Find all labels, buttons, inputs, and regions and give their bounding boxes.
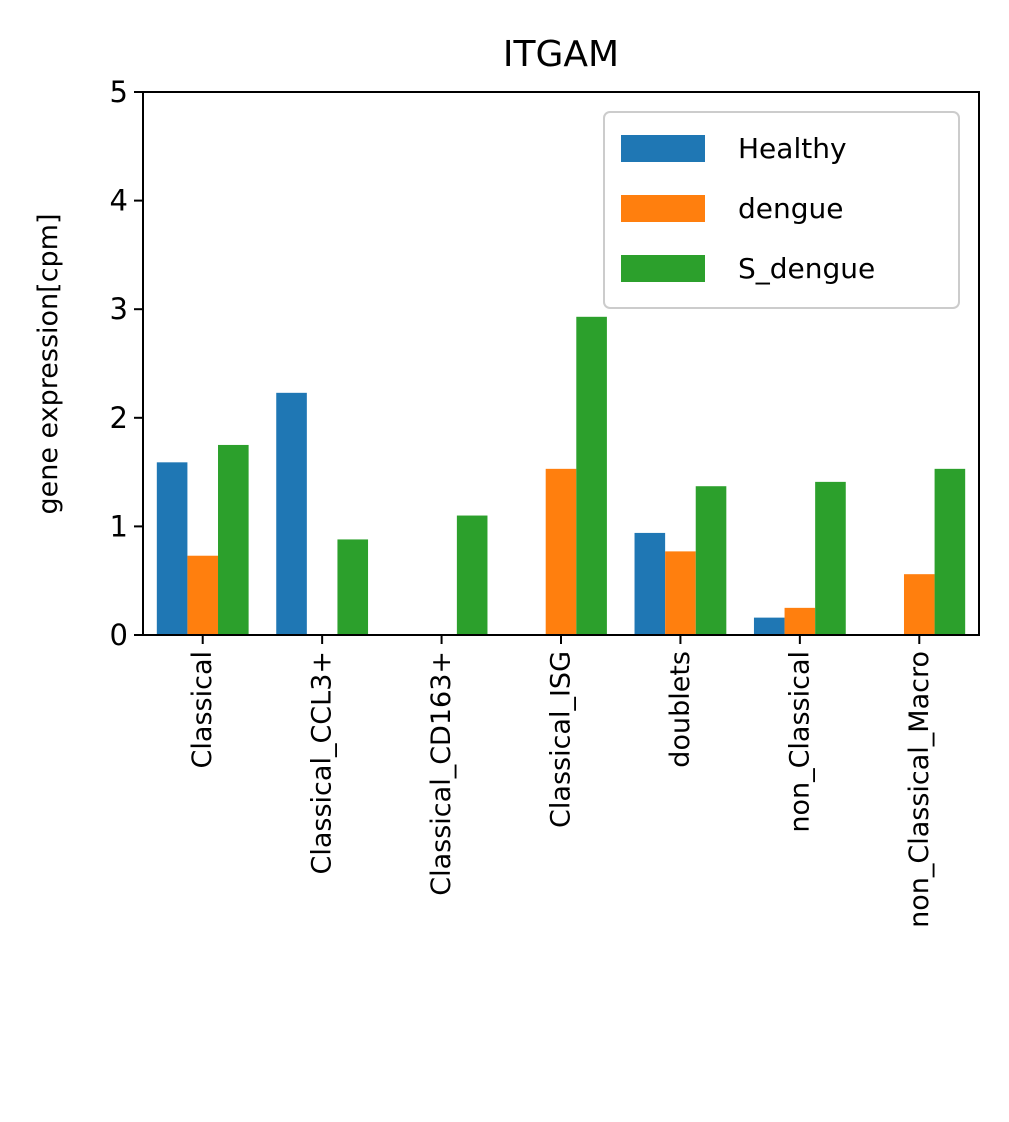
y-tick-label: 3 <box>110 292 128 326</box>
y-axis-label: gene expression[cpm] <box>33 213 64 514</box>
plot-frame <box>142 91 980 636</box>
x-tick-label: Classical_ISG <box>546 651 577 828</box>
bar-S_dengue-non_Classical_Macro <box>934 468 966 635</box>
bar-Healthy-non_Classical <box>753 617 785 635</box>
y-tick-label: 5 <box>110 75 128 109</box>
legend-swatch-dengue <box>621 195 705 222</box>
bar-Healthy-Classical_CCL3+ <box>276 392 307 635</box>
bar-dengue-Classical_ISG <box>545 468 577 635</box>
bar-S_dengue-Classical_CD163+ <box>456 515 488 635</box>
legend-label-Healthy: Healthy <box>738 132 847 165</box>
bar-S_dengue-Classical_CCL3+ <box>337 539 369 635</box>
bar-S_dengue-doublets <box>695 486 727 635</box>
y-tick-label: 2 <box>110 401 128 435</box>
legend: Healthy dengue S_dengue <box>603 111 960 309</box>
legend-swatch-S_dengue <box>621 255 705 282</box>
bar-S_dengue-non_Classical <box>815 481 846 635</box>
x-tick-label: non_Classical_Macro <box>904 651 935 928</box>
legend-swatch-Healthy <box>621 135 705 162</box>
bar-dengue-non_Classical_Macro <box>903 574 935 635</box>
x-tick-label: Classical_CD163+ <box>426 651 457 896</box>
bars-group <box>156 316 966 635</box>
bar-S_dengue-Classical <box>218 444 249 635</box>
bar-Healthy-Classical <box>156 462 188 635</box>
x-tick-label: Classical_CCL3+ <box>307 651 338 874</box>
y-tick-label: 1 <box>110 509 128 543</box>
y-axis: 0 1 2 3 4 5 <box>110 75 143 652</box>
legend-label-dengue: dengue <box>738 192 844 225</box>
x-axis: Classical Classical_CCL3+ Classical_CD163+… <box>187 635 935 928</box>
bar-S_dengue-Classical_ISG <box>576 316 607 635</box>
y-tick-label: 0 <box>110 618 128 652</box>
bar-dengue-doublets <box>665 551 696 635</box>
bar-Healthy-doublets <box>634 532 666 635</box>
y-tick-label: 4 <box>110 184 128 218</box>
x-tick-label: Classical <box>187 651 218 768</box>
bar-dengue-Classical <box>187 555 219 635</box>
x-tick-label: non_Classical <box>784 651 815 833</box>
chart-title: ITGAM <box>503 34 619 75</box>
bar-dengue-non_Classical <box>784 607 816 635</box>
legend-label-S_dengue: S_dengue <box>738 252 875 285</box>
x-tick-label: doublets <box>665 651 696 768</box>
